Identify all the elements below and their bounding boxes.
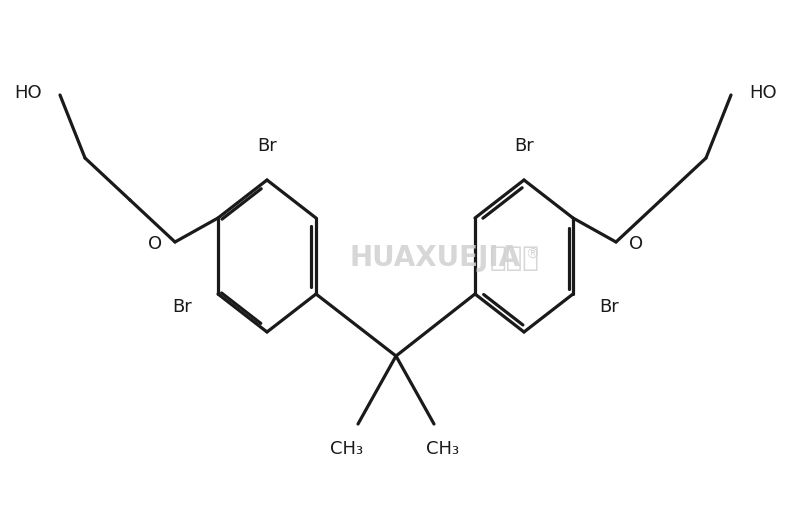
Text: ®: ® [525,248,539,262]
Text: O: O [629,235,643,253]
Text: O: O [148,235,162,253]
Text: Br: Br [514,137,534,155]
Text: HUAXUEJIA: HUAXUEJIA [350,244,521,272]
Text: HO: HO [14,84,42,102]
Text: CH₃: CH₃ [330,440,364,458]
Text: Br: Br [599,298,619,316]
Text: CH₃: CH₃ [426,440,459,458]
Text: Br: Br [172,298,192,316]
Text: Br: Br [257,137,277,155]
Text: 化学加: 化学加 [490,244,540,272]
Text: HO: HO [749,84,777,102]
